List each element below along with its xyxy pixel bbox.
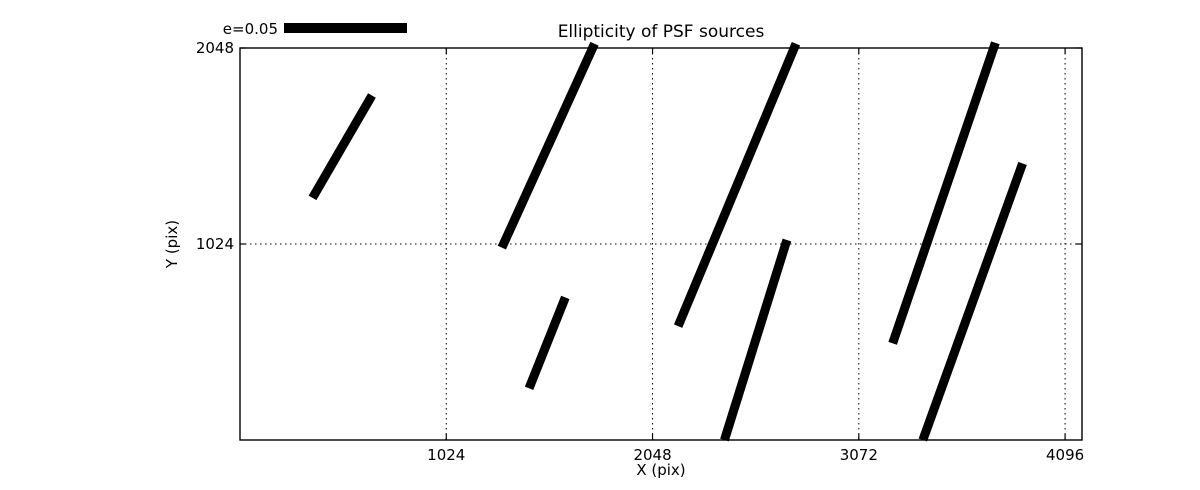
ellipticity-whisker — [673, 42, 801, 328]
chart-title: Ellipticity of PSF sources — [557, 22, 765, 42]
ellipticity-whisker — [888, 41, 1000, 345]
legend-label: e=0.05 — [222, 20, 278, 38]
legend-whisker-sample — [284, 23, 407, 33]
x-tick-label: 3072 — [839, 446, 878, 464]
x-tick-label: 2048 — [633, 446, 672, 464]
x-tick-label: 4096 — [1045, 446, 1085, 464]
x-tick-label: 1024 — [427, 446, 466, 464]
y-tick-label: 1024 — [195, 235, 234, 253]
ellipticity-whisker — [308, 93, 376, 201]
ellipticity-whisker — [524, 295, 570, 390]
x-axis-label: X (pix) — [636, 461, 686, 479]
y-tick-label: 2048 — [195, 39, 234, 57]
ellipticity-whisker — [720, 238, 792, 442]
ellipticity-whisker — [918, 161, 1027, 442]
ellipticity-whisker — [497, 41, 599, 250]
